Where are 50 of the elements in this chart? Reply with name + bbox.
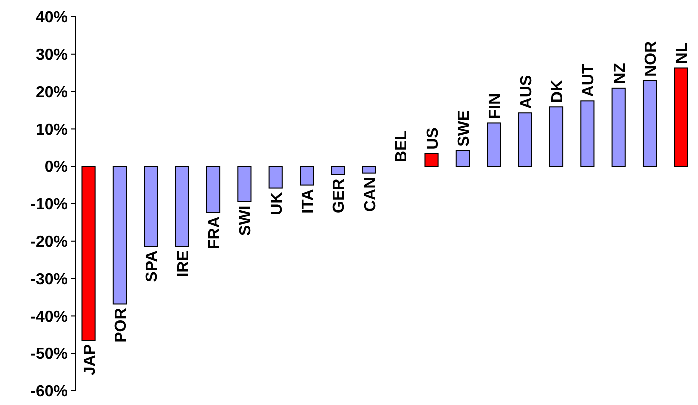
- y-tick-label: -60%: [30, 384, 68, 401]
- y-tick-label: -40%: [30, 308, 68, 326]
- y-tick-label: -10%: [30, 196, 68, 214]
- x-tick-label: NZ: [612, 62, 629, 84]
- bar: [362, 166, 376, 174]
- x-tick-label: NL: [674, 42, 692, 64]
- bar: [331, 166, 346, 176]
- x-tick-label: SWE: [456, 110, 473, 147]
- bar: [175, 166, 190, 248]
- bar: [518, 112, 532, 168]
- y-tick-label: 30%: [36, 47, 68, 64]
- x-tick-label: ITA: [300, 188, 318, 214]
- x-tick-label: FIN: [487, 93, 504, 120]
- y-tick-label: 0%: [44, 159, 68, 176]
- bar: [642, 80, 658, 168]
- x-tick-label: IRE: [175, 250, 192, 278]
- bar: [300, 166, 314, 186]
- y-tick-label: -50%: [30, 346, 68, 364]
- x-tick-label: GER: [331, 178, 348, 214]
- bar: [112, 166, 128, 305]
- x-tick-label: NOR: [643, 40, 660, 77]
- x-tick-label: SPA: [144, 250, 162, 282]
- bar: [674, 68, 688, 168]
- x-tick-label: BEL: [394, 130, 411, 163]
- y-tick-label: -20%: [30, 234, 68, 251]
- x-tick-label: AUS: [518, 75, 536, 110]
- x-tick-label: JAP: [82, 344, 99, 376]
- y-tick-label: 20%: [36, 84, 68, 102]
- y-tick-label: 10%: [36, 122, 68, 139]
- x-tick-label: FRA: [206, 216, 224, 250]
- bar: [612, 88, 626, 168]
- x-tick-label: AUT: [580, 64, 598, 98]
- bar: [238, 166, 252, 202]
- x-tick-label: US: [424, 127, 442, 150]
- bar: [82, 166, 96, 342]
- x-tick-label: DK: [549, 80, 566, 104]
- x-tick-label: CAN: [362, 177, 380, 212]
- y-tick-label: 40%: [36, 10, 68, 27]
- bar: [206, 166, 221, 214]
- x-tick-label: SWI: [238, 206, 255, 236]
- x-tick-label: UK: [268, 192, 286, 216]
- bar: [424, 153, 439, 168]
- bar: [268, 166, 283, 189]
- y-tick-label: -30%: [30, 271, 68, 288]
- x-tick-label: POR: [112, 308, 130, 343]
- bar: [487, 122, 502, 168]
- bar: [456, 150, 470, 168]
- bar: [580, 100, 595, 168]
- bar: [549, 106, 564, 168]
- bar: [144, 166, 158, 248]
